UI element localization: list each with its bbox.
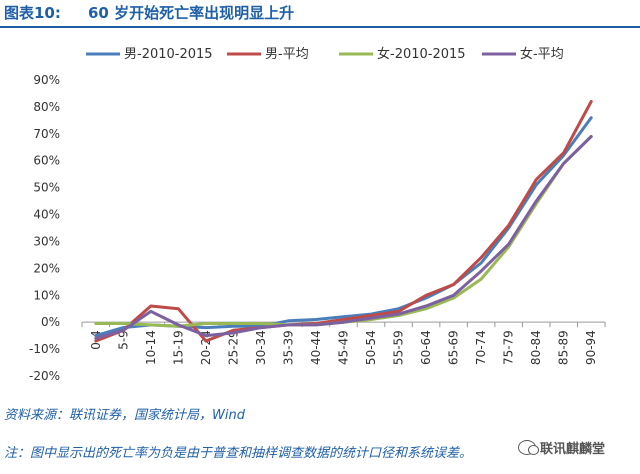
x-tick-label: 90-94 [584,330,598,365]
x-tick-label: 45-49 [337,330,351,365]
y-tick-label: 80% [33,100,60,114]
y-tick-label: 20% [33,261,60,275]
x-tick-label: 35-39 [281,330,295,365]
x-tick-label: 40-44 [309,330,323,365]
mortality-line-chart: -20%-10%0%10%20%30%40%50%60%70%80%90%0-4… [29,46,606,383]
x-tick-label: 80-84 [529,330,543,365]
source-note: 资料来源：联讯证券，国家统计局，Wind [4,408,245,423]
x-tick-label: 50-54 [364,330,378,365]
y-tick-label: 50% [33,181,60,195]
x-tick-label: 15-19 [171,330,185,365]
footnote: 注：图中显示出的死亡率为负是由于普查和抽样调查数据的统计口径和系统误差。 [4,446,473,461]
figure-title: 60 岁开始死亡率出现明显上升 [88,4,295,22]
x-tick-label: 25-29 [226,330,240,365]
y-tick-label: 40% [33,208,60,222]
x-tick-label: 75-79 [502,330,516,365]
y-tick-label: 30% [33,234,60,248]
series-line [94,116,593,338]
x-tick-label: 70-74 [474,330,488,365]
x-tick-label: 55-59 [392,330,406,365]
figure-title-bar: 图表10: 60 岁开始死亡率出现明显上升 [0,0,640,28]
x-tick-label: 10-14 [144,330,158,365]
x-tick-label: 5-9 [116,330,130,350]
figure-label: 图表10: [4,4,61,22]
x-tick-label: 30-34 [254,330,268,365]
legend-label: 男-2010-2015 [124,47,213,62]
y-tick-label: 70% [33,127,60,141]
watermark-text: 联讯麒麟堂 [540,442,606,457]
y-tick-label: 60% [33,154,60,168]
wechat-icon [518,440,539,455]
y-tick-label: 0% [41,315,60,329]
series-line [94,100,593,343]
y-tick-label: -20% [29,369,60,383]
x-tick-label: 60-64 [419,330,433,365]
y-tick-label: 90% [33,73,60,87]
y-tick-label: 10% [33,288,60,302]
series-line [94,135,593,340]
x-tick-label: 65-69 [447,330,461,365]
legend-label: 男-平均 [265,47,309,62]
legend-label: 女-2010-2015 [377,46,466,62]
watermark: 联讯麒麟堂 [518,438,605,457]
x-tick-label: 85-89 [557,330,571,365]
y-tick-label: -10% [29,342,60,356]
legend-label: 女-平均 [520,46,564,62]
